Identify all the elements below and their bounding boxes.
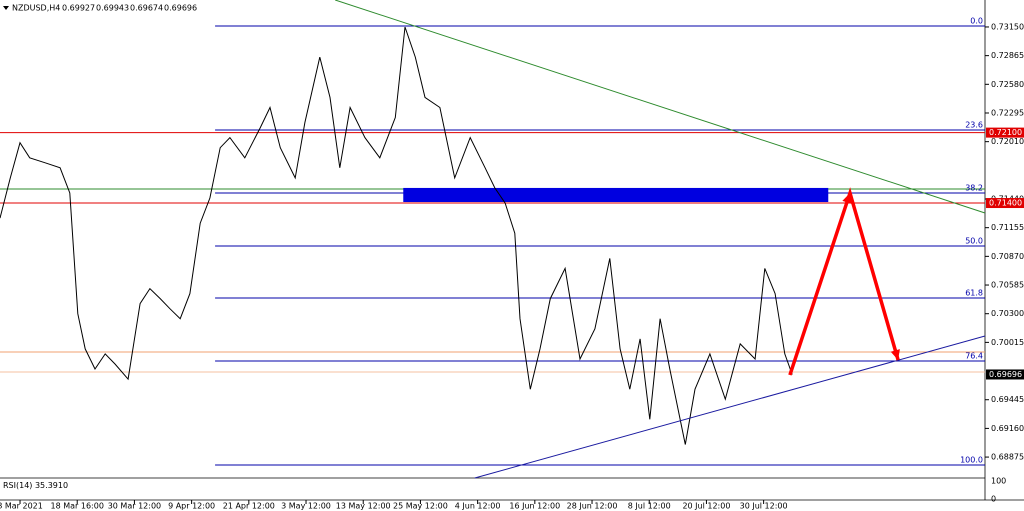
y-tick-label: 0.70585 [991,281,1024,290]
price-label: 0.72100 [989,128,1022,137]
y-tick-label: 0.70300 [991,309,1024,318]
rsi-value: 35.3910 [35,481,68,490]
header-arrow [3,6,9,10]
price-line [0,26,793,445]
x-tick-label: 3 May 12:00 [281,502,331,511]
y-tick-label: 0.72010 [991,137,1024,146]
x-tick-label: 18 Mar 16:00 [51,502,104,511]
x-tick-label: 13 May 12:00 [336,502,391,511]
fib-label: 0.0 [970,16,983,25]
price-label-box [986,127,1024,138]
y-tick-label: 0.72865 [991,51,1024,60]
x-tick-label: 21 Apr 12:00 [223,502,275,511]
ohlc-value: 0.69927 [62,4,95,13]
x-tick-label: 8 Jul 12:00 [628,502,671,511]
x-tick-label: 28 Jun 12:00 [567,502,618,511]
y-tick-label: 0.68875 [991,453,1024,462]
header: NZDUSD,H4 [3,4,60,13]
current-price-label: 0.69696 [989,370,1022,379]
y-tick-label: 0.72295 [991,108,1024,117]
fib-label: 76.4 [965,351,983,360]
fib-label: 50.0 [965,236,983,245]
fib-label: 38.2 [965,183,983,192]
price-label-box [986,198,1024,209]
ohlc-value: 0.69696 [164,4,197,13]
y-tick-label: 0.70015 [991,338,1024,347]
price-label: 0.71400 [989,199,1022,208]
symbol: NZDUSD,H4 [12,4,60,13]
x-tick-label: 30 Jul 12:00 [740,502,788,511]
rsi-label: RSI(14) 35.3910 [3,481,68,490]
y-tick-label: 0.71155 [991,223,1024,232]
zone [403,187,829,203]
fib-label: 23.6 [965,120,983,129]
ohlc-value: 0.69674 [130,4,163,13]
rsi-tick-label: 0 [991,495,996,504]
rsi-tick-label: 100 [991,477,1006,486]
rsi-name: RSI(14) [3,481,32,490]
y-tick-label: 0.73150 [991,22,1024,31]
x-tick-label: 20 Jul 12:00 [682,502,730,511]
y-tick-label: 0.70870 [991,252,1024,261]
current-price-box [986,369,1024,380]
x-tick-label: 9 Apr 12:00 [168,502,215,511]
trendline [474,335,986,479]
y-tick-label: 0.69445 [991,395,1024,404]
ohlc-value: 0.69943 [96,4,129,13]
x-tick-label: 4 Jun 12:00 [455,502,501,511]
x-tick-label: 25 May 12:00 [393,502,448,511]
x-tick-label: 16 Jun 12:00 [509,502,560,511]
y-tick-label: 0.69160 [991,424,1024,433]
fib-label: 61.8 [965,289,983,298]
arrow-head [842,192,852,204]
fib-label: 100.0 [960,456,983,465]
x-tick-label: 8 Mar 2021 [0,502,43,511]
arrow-head [890,349,900,360]
trendline [335,0,986,214]
x-tick-label: 30 Mar 12:00 [108,502,161,511]
y-tick-label: 0.72580 [991,80,1024,89]
